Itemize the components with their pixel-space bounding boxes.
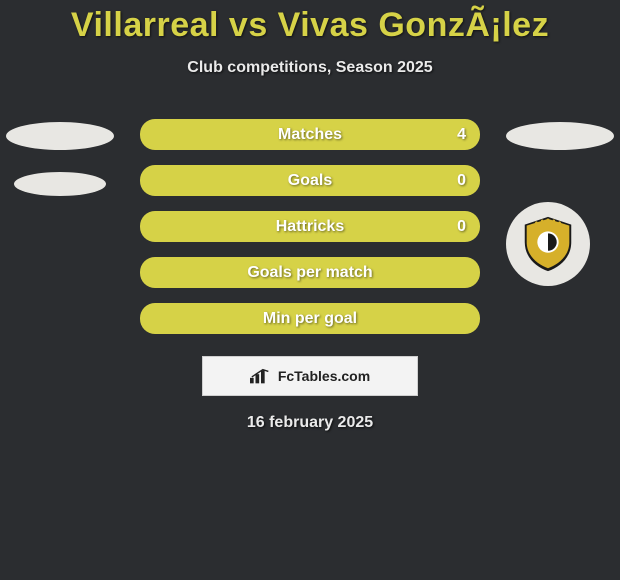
page-title: Villarreal vs Vivas GonzÃ¡lez (0, 0, 620, 45)
stat-row: Goals per match (140, 257, 480, 288)
stat-row: Hattricks 0 (140, 211, 480, 242)
stat-label: Min per goal (263, 310, 357, 328)
stat-value: 0 (457, 218, 466, 236)
brand-text: FcTables.com (278, 368, 370, 384)
date-text: 16 february 2025 (0, 414, 620, 432)
stat-value: 0 (457, 172, 466, 190)
stat-row: Min per goal (140, 303, 480, 334)
stat-value: 4 (457, 126, 466, 144)
stat-label: Goals (288, 172, 332, 190)
stats-list: Matches 4 Goals 0 Hattricks 0 Goals per … (0, 119, 620, 334)
stat-row: Matches 4 (140, 119, 480, 150)
stat-label: Hattricks (276, 218, 344, 236)
stat-row: Goals 0 (140, 165, 480, 196)
stat-label: Goals per match (247, 264, 372, 282)
stat-label: Matches (278, 126, 342, 144)
page-subtitle: Club competitions, Season 2025 (0, 59, 620, 77)
bar-chart-icon (250, 368, 272, 384)
brand-box: FcTables.com (202, 356, 418, 396)
